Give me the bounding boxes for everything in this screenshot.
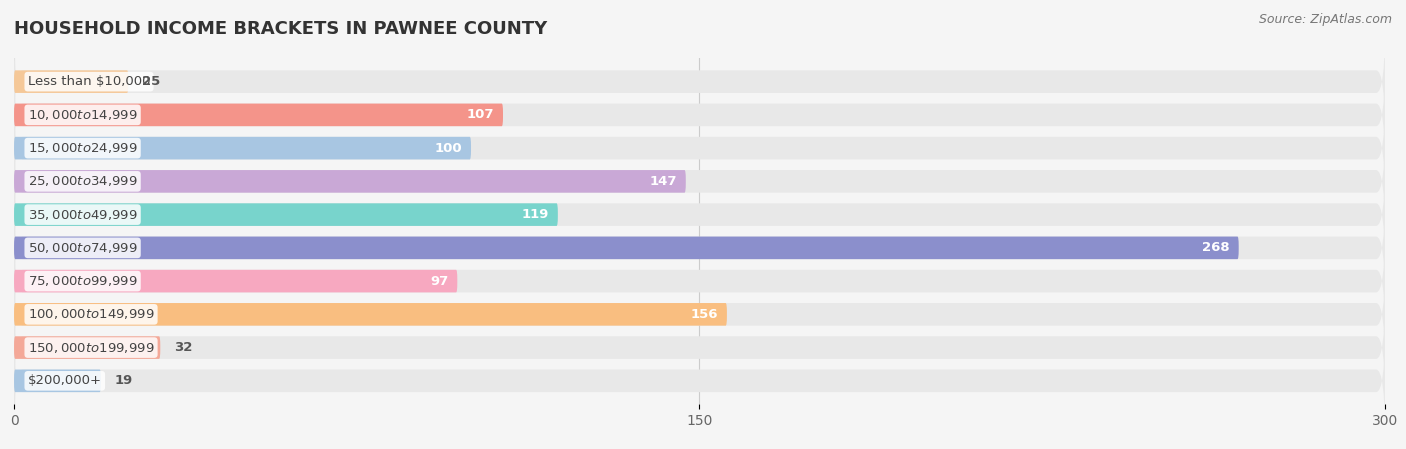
Text: 147: 147 (650, 175, 676, 188)
FancyBboxPatch shape (14, 203, 558, 226)
FancyBboxPatch shape (14, 295, 1385, 400)
Text: $200,000+: $200,000+ (28, 374, 101, 387)
FancyBboxPatch shape (14, 70, 128, 93)
FancyBboxPatch shape (14, 262, 1385, 367)
Text: $150,000 to $199,999: $150,000 to $199,999 (28, 341, 155, 355)
Text: $25,000 to $34,999: $25,000 to $34,999 (28, 174, 138, 189)
Text: 268: 268 (1202, 242, 1229, 254)
FancyBboxPatch shape (14, 270, 457, 292)
Text: $100,000 to $149,999: $100,000 to $149,999 (28, 308, 155, 321)
Text: 97: 97 (430, 275, 449, 288)
Text: 32: 32 (174, 341, 193, 354)
FancyBboxPatch shape (14, 229, 1385, 334)
FancyBboxPatch shape (14, 96, 1385, 201)
Text: $35,000 to $49,999: $35,000 to $49,999 (28, 207, 138, 222)
FancyBboxPatch shape (14, 170, 686, 193)
Text: $10,000 to $14,999: $10,000 to $14,999 (28, 108, 138, 122)
FancyBboxPatch shape (14, 104, 503, 126)
Text: Source: ZipAtlas.com: Source: ZipAtlas.com (1258, 13, 1392, 26)
FancyBboxPatch shape (14, 62, 1385, 167)
Text: 19: 19 (115, 374, 132, 387)
FancyBboxPatch shape (14, 137, 471, 159)
Text: 107: 107 (467, 108, 494, 121)
FancyBboxPatch shape (14, 329, 1385, 433)
Text: 100: 100 (434, 141, 463, 154)
Text: 25: 25 (142, 75, 160, 88)
Text: HOUSEHOLD INCOME BRACKETS IN PAWNEE COUNTY: HOUSEHOLD INCOME BRACKETS IN PAWNEE COUN… (14, 20, 547, 38)
Text: 156: 156 (690, 308, 718, 321)
Text: $50,000 to $74,999: $50,000 to $74,999 (28, 241, 138, 255)
Text: $15,000 to $24,999: $15,000 to $24,999 (28, 141, 138, 155)
Text: $75,000 to $99,999: $75,000 to $99,999 (28, 274, 138, 288)
FancyBboxPatch shape (14, 195, 1385, 300)
Text: 119: 119 (522, 208, 548, 221)
FancyBboxPatch shape (14, 370, 101, 392)
FancyBboxPatch shape (14, 237, 1239, 259)
FancyBboxPatch shape (14, 162, 1385, 267)
FancyBboxPatch shape (14, 303, 727, 326)
FancyBboxPatch shape (14, 336, 160, 359)
FancyBboxPatch shape (14, 29, 1385, 134)
Text: Less than $10,000: Less than $10,000 (28, 75, 150, 88)
FancyBboxPatch shape (14, 129, 1385, 234)
